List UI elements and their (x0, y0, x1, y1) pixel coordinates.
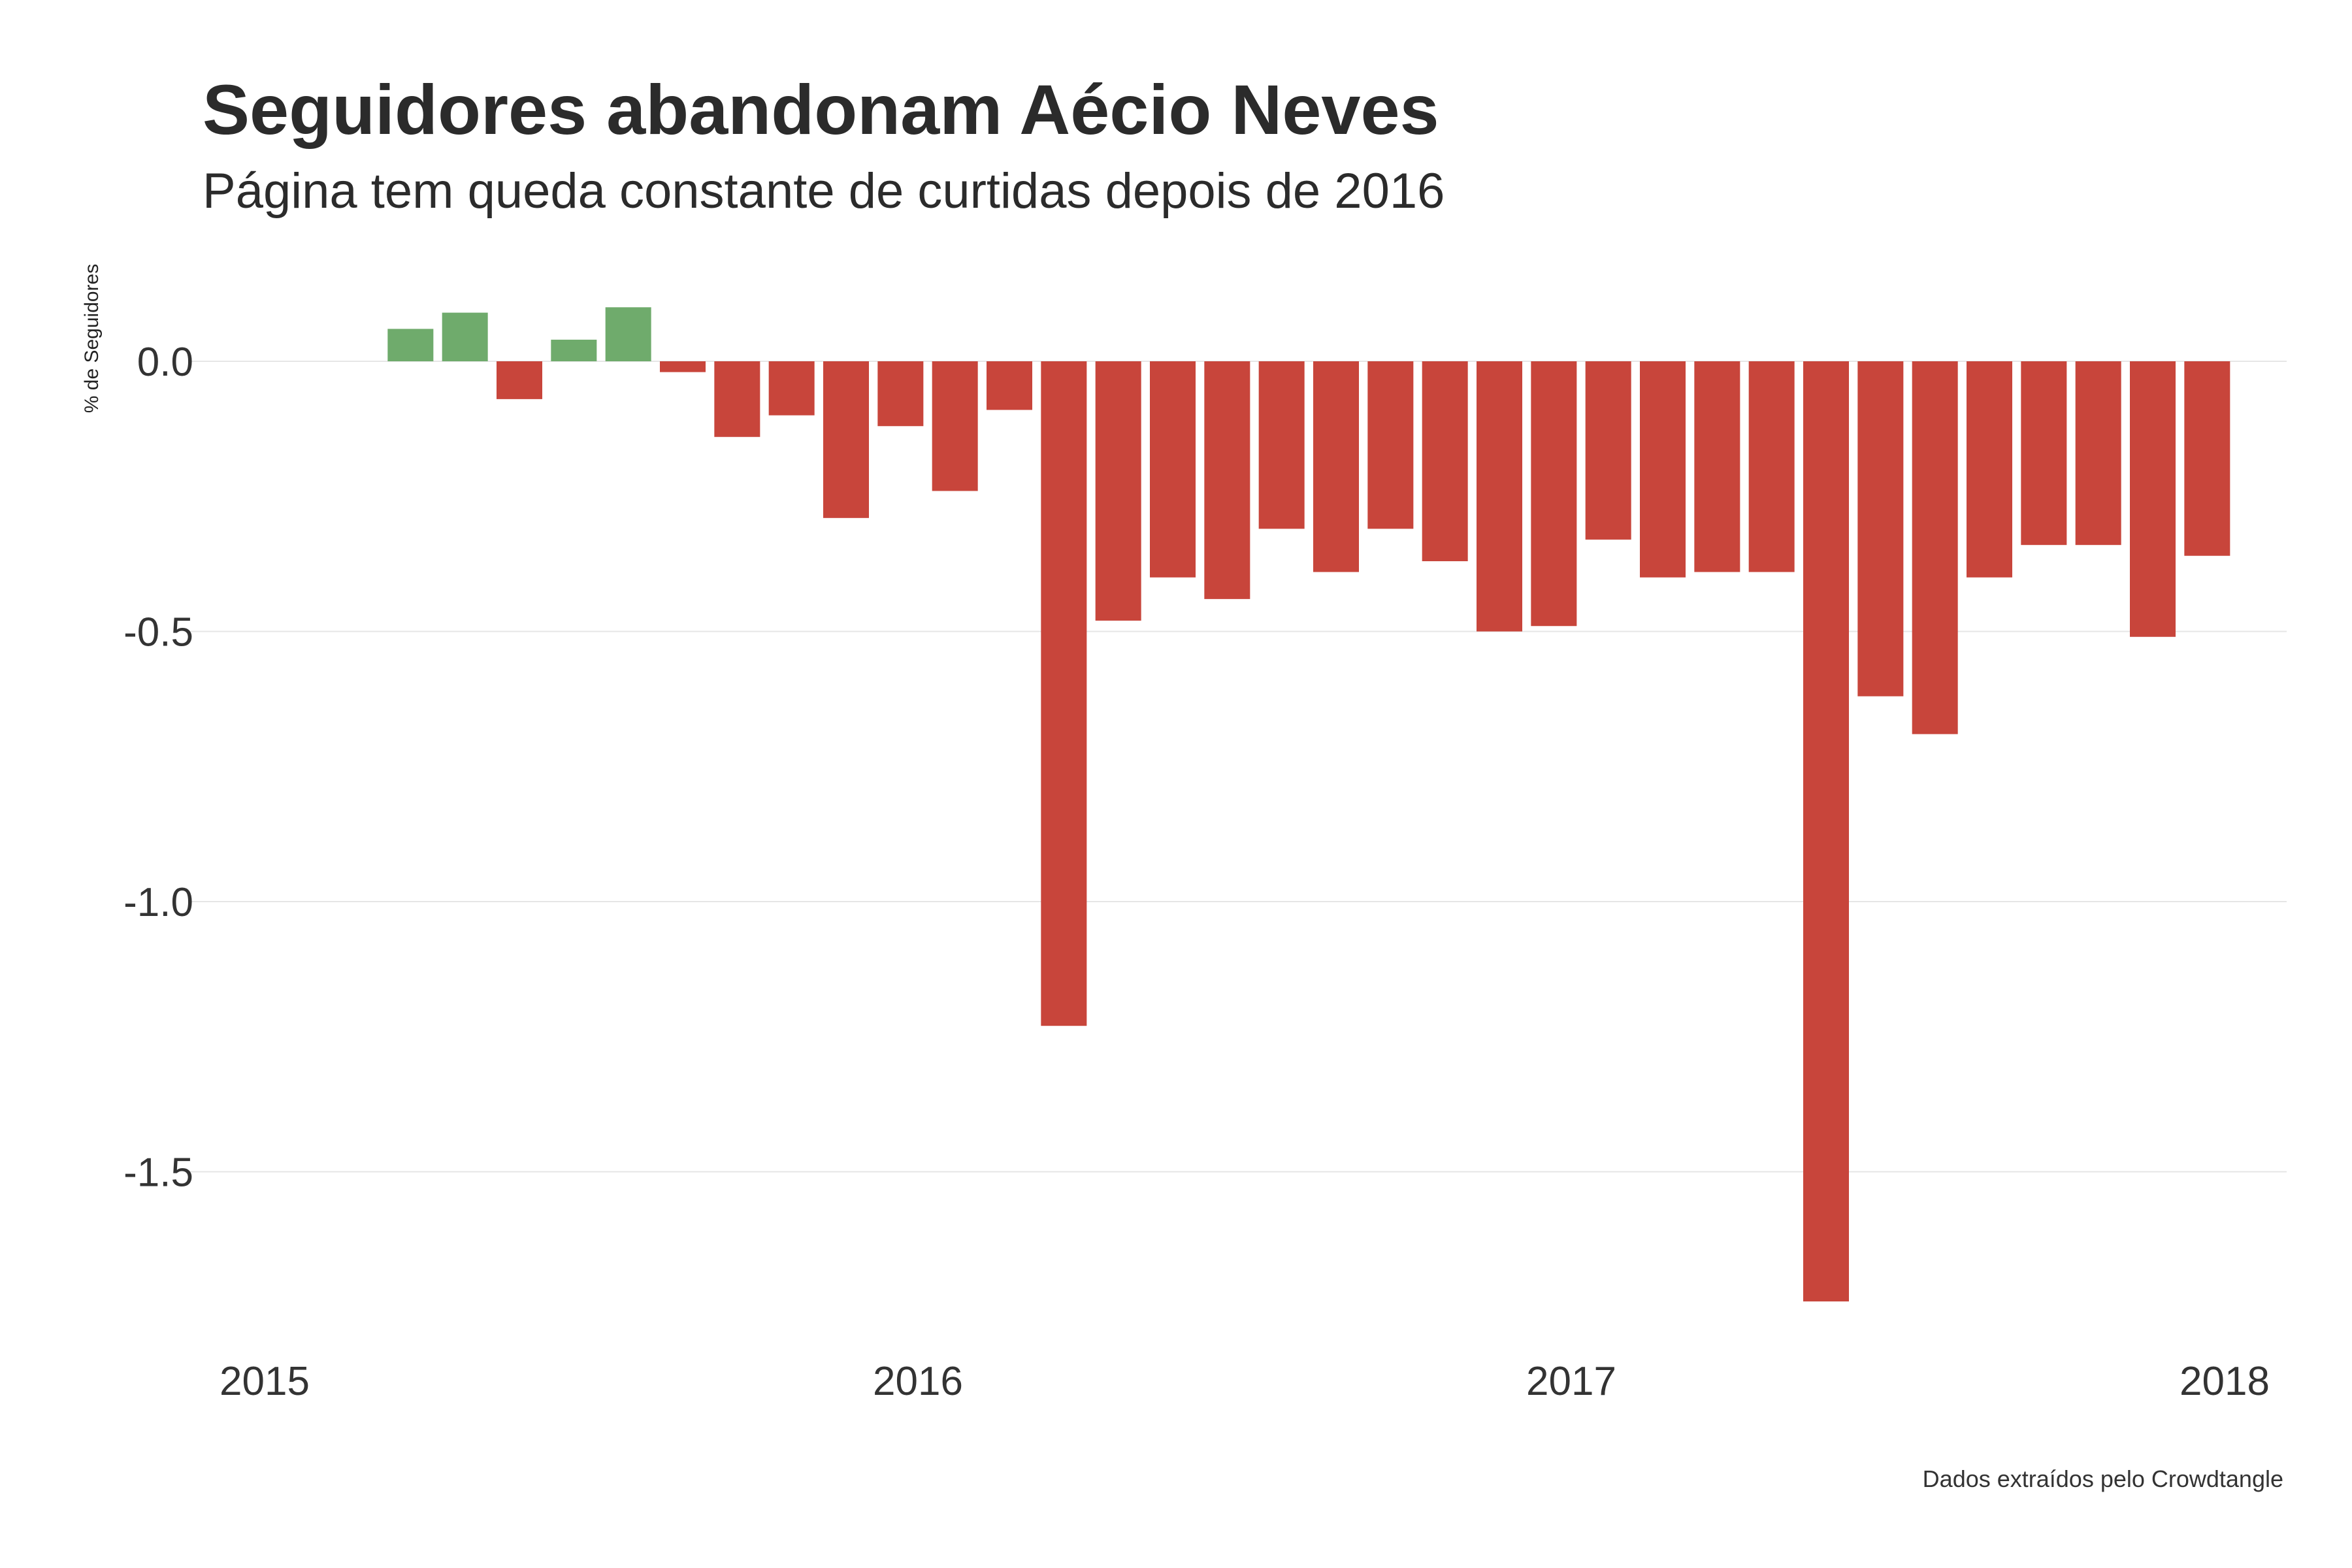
bars (387, 307, 2230, 1301)
chart-subtitle: Página tem queda constante de curtidas d… (203, 163, 1445, 219)
y-axis-label: % de Seguidores (81, 264, 103, 414)
y-tick-label: 0.0 (137, 340, 193, 385)
bar-2015-03 (387, 329, 434, 361)
bar-2017-11 (2130, 361, 2176, 637)
bar-2016-03 (1041, 361, 1087, 1026)
bar-2016-02 (987, 361, 1032, 410)
bar-2017-08 (1967, 361, 2012, 578)
bar-2016-05 (1150, 361, 1196, 578)
y-tick-label: -0.5 (123, 610, 193, 655)
chart-caption: Dados extraídos pelo Crowdtangle (1923, 1465, 2283, 1492)
chart-title: Seguidores abandonam Aécio Neves (203, 70, 1439, 149)
bar-2017-01 (1585, 361, 1631, 540)
bar-2017-04 (1748, 361, 1795, 572)
bar-2016-01 (932, 361, 978, 491)
bar-2017-03 (1694, 361, 1740, 572)
x-tick-label: 2016 (873, 1359, 963, 1404)
bar-2016-07 (1258, 361, 1305, 529)
bar-2015-10 (768, 361, 815, 416)
bar-2015-04 (442, 312, 488, 361)
bar-2015-08 (660, 361, 706, 372)
bar-2016-09 (1367, 361, 1414, 529)
bar-2015-07 (605, 307, 651, 361)
x-tick-label: 2015 (220, 1359, 310, 1404)
bar-2015-11 (823, 361, 869, 518)
bar-2016-04 (1095, 361, 1141, 621)
y-tick-labels: 0.0 -0.5 -1.0 -1.5 (123, 340, 193, 1196)
bar-2017-05 (1803, 361, 1849, 1301)
bar-2017-10 (2075, 361, 2121, 546)
bar-2015-06 (551, 339, 597, 361)
x-tick-label: 2017 (1526, 1359, 1616, 1404)
bar-2017-09 (2021, 361, 2067, 546)
bar-2017-07 (1912, 361, 1958, 734)
x-tick-label: 2018 (2180, 1359, 2270, 1404)
bar-2016-12 (1531, 361, 1577, 627)
bar-2015-12 (877, 361, 924, 427)
bar-2016-10 (1422, 361, 1468, 561)
bar-2016-11 (1477, 361, 1522, 632)
bar-2015-09 (714, 361, 760, 437)
x-tick-labels: 2015 2016 2017 2018 (220, 1359, 2270, 1404)
bar-2015-05 (497, 361, 542, 399)
bar-2017-06 (1857, 361, 1904, 696)
y-tick-label: -1.5 (123, 1151, 193, 1196)
bar-2016-08 (1313, 361, 1359, 572)
bar-2016-06 (1204, 361, 1250, 599)
bar-2017-12 (2184, 361, 2230, 556)
y-tick-label: -1.0 (123, 880, 193, 925)
bar-2017-02 (1640, 361, 1686, 578)
